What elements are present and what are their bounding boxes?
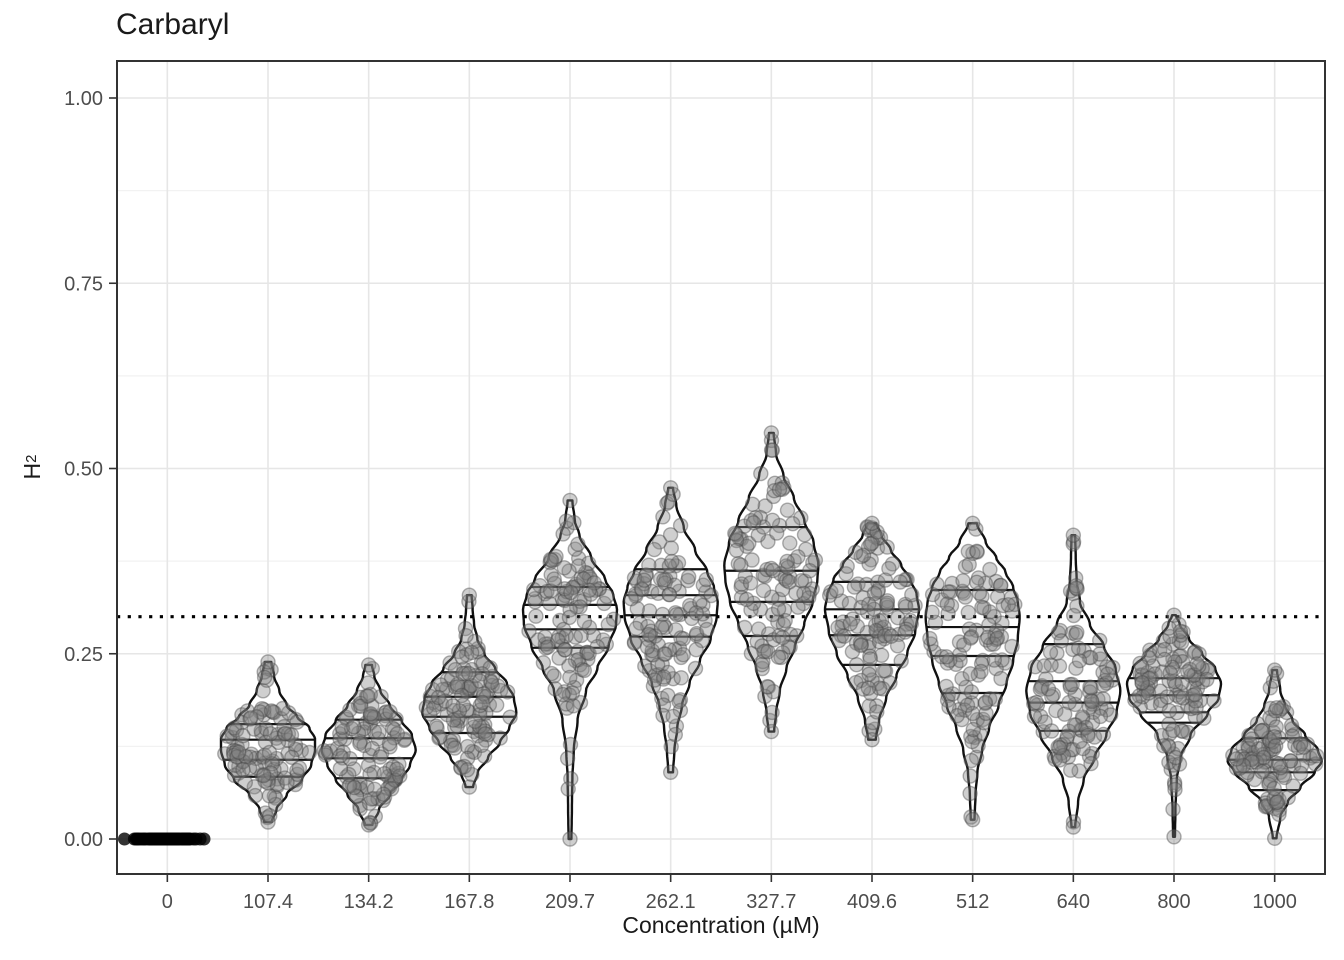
x-tick-label: 262.1 [646, 891, 696, 913]
points-262.1 [623, 480, 719, 780]
points-640 [1025, 527, 1121, 835]
points-327.7 [727, 425, 824, 740]
violin-outline [622, 486, 719, 774]
data-points [118, 425, 1325, 847]
violin-167.8 [421, 594, 518, 789]
x-tick-label: 640 [1057, 891, 1090, 913]
violin-640 [1025, 534, 1122, 829]
violin-134.2 [320, 663, 417, 827]
points-167.8 [418, 587, 518, 795]
y-axis-title-base: H [18, 462, 45, 480]
violin-outline [320, 663, 417, 827]
y-tick-label: 0.25 [64, 644, 103, 666]
y-tick-label: 0.75 [64, 273, 103, 295]
points-107.4 [217, 654, 318, 830]
x-tick-label: 167.8 [444, 891, 494, 913]
panel-border [116, 60, 1326, 875]
points-1000 [1225, 662, 1325, 846]
violin-327.7 [723, 431, 820, 733]
violin-409.6 [823, 522, 921, 741]
violins [219, 431, 1323, 841]
x-tick-label: 107.4 [243, 891, 293, 913]
violin-512 [924, 522, 1021, 821]
violin-1000 [1226, 668, 1323, 840]
chart-title: Carbaryl [116, 8, 230, 41]
panel-background [117, 61, 1325, 874]
y-tick-label: 0.50 [64, 459, 103, 481]
violin-800 [1125, 614, 1223, 838]
axis-ticks-and-labels: 0.00 0.25 0.50 0.75 1.00 0 107.4 134.2 167.8 209.… [64, 88, 1297, 913]
x-tick-label: 134.2 [344, 891, 394, 913]
violin-outline [521, 499, 619, 841]
violin-107.4 [219, 660, 317, 824]
y-tick-label: 0.00 [64, 829, 103, 851]
points-409.6 [822, 515, 923, 748]
violin-outline [1125, 614, 1223, 838]
points-512 [922, 515, 1023, 828]
violin-outline [1226, 668, 1323, 840]
points-0 [118, 832, 211, 846]
violin-262.1 [622, 486, 719, 774]
x-tick-label: 209.7 [545, 891, 595, 913]
x-tick-label: 0 [162, 891, 173, 913]
violin-outline [421, 594, 518, 789]
x-tick-label: 327.7 [746, 891, 796, 913]
x-axis-title: Concentration (µM) [622, 912, 820, 938]
x-tick-label: 1000 [1252, 891, 1297, 913]
y-tick-label: 1.00 [64, 88, 103, 110]
points-800 [1127, 607, 1222, 845]
violin-outline [723, 431, 820, 733]
violin-outline [924, 522, 1021, 821]
x-tick-label: 409.6 [847, 891, 897, 913]
points-209.7 [521, 492, 622, 847]
x-tick-label: 800 [1157, 891, 1190, 913]
violin-outline [219, 660, 317, 824]
violin-209.7 [521, 499, 619, 841]
x-tick-label: 512 [956, 891, 989, 913]
violin-outline [823, 522, 921, 741]
points-134.2 [316, 657, 413, 833]
